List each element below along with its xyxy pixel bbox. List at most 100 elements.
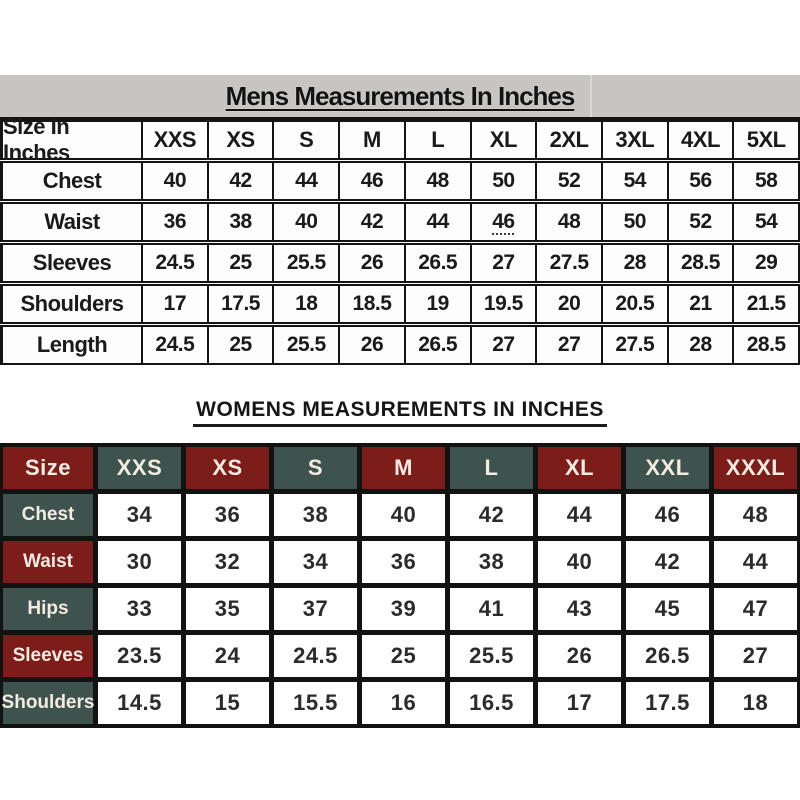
mens-value-cell: 54 (602, 161, 669, 201)
womens-row-label: Waist (3, 541, 93, 583)
mens-row-label: Length (0, 325, 143, 365)
mens-value-cell: 46 (340, 161, 406, 201)
womens-value-cell: 16.5 (450, 682, 533, 724)
womens-value-cell: 26 (538, 635, 621, 677)
womens-size-header-cell: XXXL (714, 447, 797, 489)
mens-size-header-cell: M (340, 120, 406, 160)
mens-row-label: Shoulders (0, 284, 143, 324)
mens-value-cell: 20 (537, 284, 603, 324)
mens-value-cell: 25 (208, 243, 275, 283)
mens-table-row: Length 24.5 25 25.5 26 26.5 27 27 27.5 28 28.5 (0, 325, 800, 365)
womens-value-cell: 38 (274, 494, 357, 536)
mens-row-label: Waist (0, 202, 143, 242)
mens-value-cell: 27 (537, 325, 603, 365)
womens-row-label: Chest (3, 494, 93, 536)
mens-value-cell: 28 (668, 325, 735, 365)
mens-value-cell: 18.5 (340, 284, 406, 324)
mens-value-cell: 48 (537, 202, 603, 242)
womens-value-cell: 17.5 (626, 682, 709, 724)
womens-value-cell: 36 (186, 494, 269, 536)
mens-value-cell: 27 (471, 243, 538, 283)
mens-value-cell: 58 (734, 161, 800, 201)
mens-value-cell: 27 (471, 325, 538, 365)
womens-value-cell: 40 (362, 494, 445, 536)
mens-value-cell: 24.5 (143, 243, 209, 283)
mens-chart-title: Mens Measurements In Inches (225, 80, 576, 111)
mens-size-header-cell: XXS (143, 120, 209, 160)
womens-value-cell: 24 (186, 635, 269, 677)
womens-size-table: Size XXS XS S M L XL XXL XXXL Chest 34 36 38 40 42 44 46… (0, 443, 800, 728)
womens-value-cell: 15.5 (274, 682, 357, 724)
womens-value-cell: 38 (450, 541, 533, 583)
womens-value-cell: 24.5 (274, 635, 357, 677)
mens-table-row: Chest 40 42 44 46 48 50 52 54 56 58 (0, 161, 800, 201)
mens-value-cell: 25 (208, 325, 275, 365)
womens-value-cell: 48 (714, 494, 797, 536)
mens-size-column-header: Size In Inches (0, 114, 143, 165)
womens-value-cell: 17 (538, 682, 621, 724)
mens-header-row: Size In Inches XXS XS S M L XL 2XL 3XL 4XL 5XL (0, 114, 800, 165)
mens-value-cell: 38 (208, 202, 275, 242)
mens-value-cell: 52 (668, 202, 735, 242)
mens-value-cell: 48 (405, 161, 472, 201)
womens-value-cell: 25 (362, 635, 445, 677)
womens-chart-title: WOMENS MEASUREMENTS IN INCHES (193, 398, 607, 427)
mens-value-cell: 27.5 (602, 325, 669, 365)
mens-value-cell: 44 (405, 202, 472, 242)
mens-size-header-cell: S (274, 120, 341, 160)
mens-value-cell: 46 (471, 202, 538, 242)
mens-value-cell: 27.5 (537, 243, 603, 283)
mens-size-header-cell: L (405, 120, 472, 160)
mens-value-cell: 28 (602, 243, 669, 283)
mens-value-cell: 26.5 (405, 243, 472, 283)
womens-value-cell: 23.5 (98, 635, 181, 677)
mens-value-cell: 25.5 (274, 243, 341, 283)
mens-value-cell: 24.5 (143, 325, 209, 365)
mens-row-label: Chest (0, 161, 143, 201)
womens-size-header-cell: XXL (626, 447, 709, 489)
womens-value-cell: 35 (186, 588, 269, 630)
mens-row-label: Sleeves (0, 243, 143, 283)
womens-size-header-cell: M (362, 447, 445, 489)
womens-value-cell: 42 (450, 494, 533, 536)
womens-row-label: Hips (3, 588, 93, 630)
mens-value-cell: 26 (340, 325, 406, 365)
mens-table-row: Shoulders 17 17.5 18 18.5 19 19.5 20 20.5 21 21.5 (0, 284, 800, 324)
mens-size-header-cell: 3XL (602, 120, 669, 160)
womens-value-cell: 27 (714, 635, 797, 677)
womens-value-cell: 14.5 (98, 682, 181, 724)
mens-value-cell: 26.5 (405, 325, 472, 365)
womens-value-cell: 16 (362, 682, 445, 724)
womens-size-column-header: Size (3, 447, 93, 489)
mens-value-cell: 44 (274, 161, 341, 201)
mens-value-cell: 28.5 (668, 243, 735, 283)
womens-value-cell: 18 (714, 682, 797, 724)
womens-value-cell: 34 (98, 494, 181, 536)
mens-size-header-cell: XL (471, 120, 538, 160)
mens-value-cell: 40 (143, 161, 209, 201)
womens-value-cell: 40 (538, 541, 621, 583)
mens-value-cell: 56 (668, 161, 735, 201)
womens-size-header-cell: XS (186, 447, 269, 489)
womens-size-header-cell: L (450, 447, 533, 489)
mens-size-header-cell: 4XL (668, 120, 735, 160)
mens-value-cell: 50 (602, 202, 669, 242)
mens-value-cell: 18 (274, 284, 341, 324)
womens-value-cell: 43 (538, 588, 621, 630)
womens-value-cell: 44 (714, 541, 797, 583)
mens-value-cell: 52 (537, 161, 603, 201)
mens-value-cell: 21 (668, 284, 735, 324)
mens-value-cell: 50 (471, 161, 538, 201)
mens-value-cell: 42 (340, 202, 406, 242)
mens-value-cell: 21.5 (734, 284, 800, 324)
womens-value-cell: 47 (714, 588, 797, 630)
womens-value-cell: 26.5 (626, 635, 709, 677)
mens-table-row: Waist 36 38 40 42 44 46 48 50 52 54 (0, 202, 800, 242)
womens-value-cell: 30 (98, 541, 181, 583)
womens-value-cell: 34 (274, 541, 357, 583)
mens-chart-title-band: Mens Measurements In Inches (0, 75, 800, 120)
womens-row-label: Shoulders (2, 682, 94, 724)
womens-value-cell: 33 (98, 588, 181, 630)
womens-row-label: Sleeves (3, 635, 93, 677)
womens-value-cell: 15 (186, 682, 269, 724)
